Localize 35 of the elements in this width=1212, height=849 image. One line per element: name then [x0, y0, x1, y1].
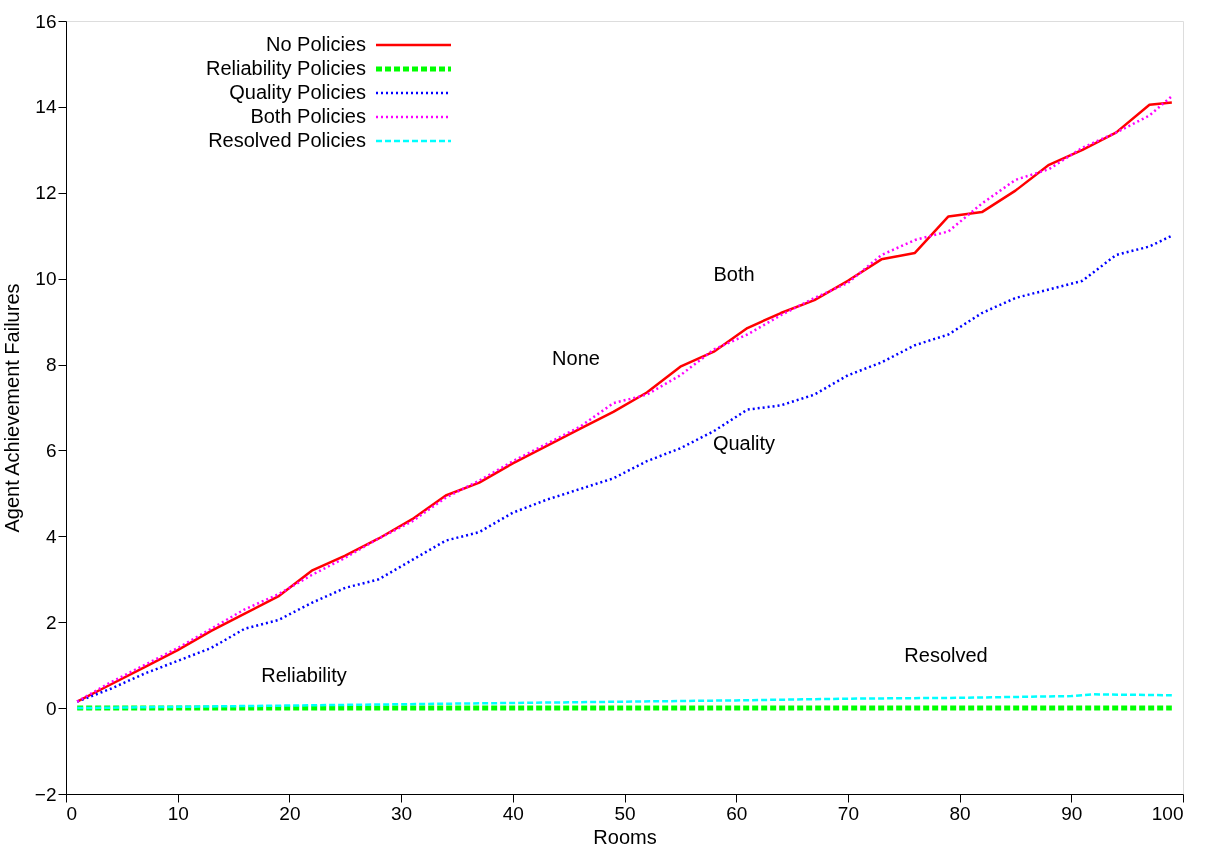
legend-label: No Policies [265, 33, 366, 55]
x-tick-label: 100 [1151, 802, 1184, 824]
y-tick-label: 14 [35, 96, 57, 118]
x-tick-label: 50 [614, 802, 636, 824]
line-series [75, 234, 1174, 703]
x-tick-label: 70 [837, 802, 859, 824]
x-tick-label: 80 [949, 802, 971, 824]
y-tick-label: 2 [45, 611, 57, 633]
y-tick-label: 16 [35, 10, 57, 32]
annotation: Both [713, 263, 755, 285]
legend-label: Reliability Policies [205, 57, 366, 79]
y-axis-title: Agent Achievement Failures [0, 283, 23, 533]
x-tick-label: 30 [391, 802, 413, 824]
annotation: Quality [712, 432, 776, 454]
legend-label: Quality Policies [229, 81, 366, 103]
x-tick-label: 40 [502, 802, 524, 824]
y-tick-label: −2 [34, 783, 57, 805]
y-tick-label: 0 [45, 697, 57, 719]
x-tick-label: 60 [726, 802, 748, 824]
y-tick-label: 6 [45, 439, 57, 461]
x-tick-label: 20 [279, 802, 301, 824]
annotation: Reliability [261, 664, 347, 686]
annotation: None [552, 347, 600, 369]
y-tick-label: 12 [35, 182, 57, 204]
y-tick-label: 4 [45, 525, 57, 547]
annotation: Resolved [904, 644, 988, 666]
x-tick-label: 90 [1061, 802, 1083, 824]
line-series [75, 693, 1174, 710]
y-tick-label: 8 [45, 354, 57, 376]
y-tick-label: 10 [35, 268, 57, 290]
legend-label: Both Policies [250, 105, 366, 127]
x-tick-label: 10 [167, 802, 189, 824]
x-axis-title: Rooms [593, 825, 657, 848]
legend-label: Resolved Policies [208, 129, 366, 151]
x-tick-label: 0 [66, 802, 78, 824]
